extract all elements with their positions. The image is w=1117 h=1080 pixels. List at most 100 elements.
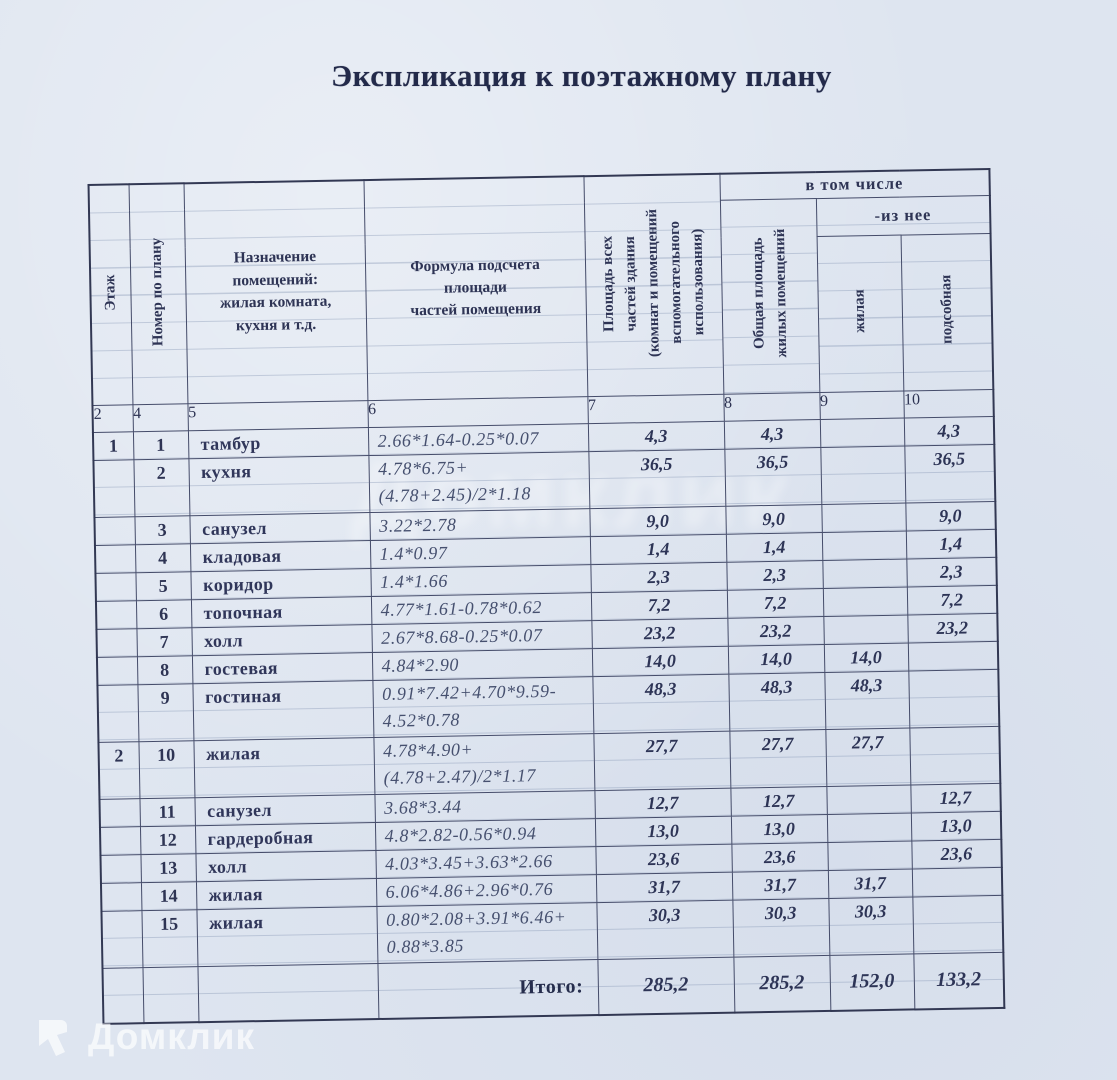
row-floor <box>96 656 138 685</box>
row-floor <box>97 684 139 742</box>
row-living: 27,7 <box>825 727 911 786</box>
total-area-all: 285,2 <box>597 956 735 1016</box>
row-living <box>819 417 905 448</box>
row-floor <box>95 572 136 601</box>
row-number: 5 <box>135 571 191 601</box>
row-area-all: 1,4 <box>589 533 727 565</box>
row-number: 11 <box>139 797 195 827</box>
header-auxiliary: подсобная <box>900 232 994 391</box>
row-living <box>826 784 911 814</box>
row-living <box>822 558 907 589</box>
row-area-living-total: 23,6 <box>731 841 828 872</box>
row-floor <box>94 516 135 545</box>
row-area-living-total: 7,2 <box>726 588 824 618</box>
row-auxiliary <box>908 668 1000 728</box>
row-formula: 3.68*3.44 <box>374 790 595 823</box>
row-living <box>827 840 912 870</box>
row-room-name: гардеробная <box>194 822 376 854</box>
row-area-all: 31,7 <box>595 871 733 903</box>
header-area-all-label: Площадь всех частей здания (комнат и пом… <box>599 208 708 357</box>
row-auxiliary: 12,7 <box>910 782 1001 813</box>
row-number: 9 <box>137 683 194 742</box>
row-area-all: 36,5 <box>588 448 726 509</box>
row-area-all: 23,6 <box>595 843 732 875</box>
row-area-all: 30,3 <box>596 899 734 960</box>
row-floor <box>99 826 141 855</box>
row-auxiliary: 2,3 <box>906 556 997 587</box>
row-room-name: жилая <box>195 878 377 910</box>
column-number: 10 <box>903 388 994 418</box>
row-area-living-total: 13,0 <box>730 813 828 844</box>
row-floor <box>99 798 140 827</box>
header-purpose: Назначение помещений: жилая комната, кух… <box>183 180 368 404</box>
header-living-label: жилая <box>851 288 869 333</box>
row-auxiliary <box>907 640 999 671</box>
row-room-name: холл <box>191 624 372 656</box>
row-room-name: топочная <box>190 596 372 628</box>
row-formula: 2.66*1.64-0.25*0.07 <box>367 423 589 456</box>
table-header: Этаж Номер по плану Назначение помещений… <box>88 168 994 432</box>
domclick-watermark-text: Домклик <box>88 1016 256 1057</box>
row-floor: 2 <box>98 741 140 799</box>
row-floor: 1 <box>92 431 134 460</box>
header-number-label: Номер по плану <box>148 237 167 346</box>
row-living: 31,7 <box>827 868 913 898</box>
row-formula: 1.4*1.66 <box>370 564 591 597</box>
row-formula: 3.22*2.78 <box>369 508 590 541</box>
column-number: 6 <box>367 396 588 428</box>
row-auxiliary: 23,2 <box>907 612 998 643</box>
row-auxiliary: 4,3 <box>903 415 995 446</box>
row-room-name: гостиная <box>192 680 374 741</box>
row-living: 14,0 <box>823 642 909 672</box>
row-auxiliary: 23,6 <box>911 838 1002 869</box>
header-area-living-total: Общая площадь жилых помещений <box>719 198 820 394</box>
row-floor <box>94 544 136 573</box>
row-formula: 4.84*2.90 <box>371 648 593 681</box>
header-living: жилая <box>816 234 904 393</box>
row-room-name: жилая <box>196 906 378 967</box>
column-number: 5 <box>187 400 368 431</box>
row-area-living-total: 27,7 <box>729 728 827 788</box>
row-formula: 4.8*2.82-0.56*0.94 <box>374 818 596 851</box>
row-number: 2 <box>133 458 190 517</box>
row-area-all: 23,2 <box>591 617 728 649</box>
row-auxiliary: 36,5 <box>904 443 996 503</box>
header-area-all: Площадь всех частей здания (комнат и пом… <box>583 173 724 397</box>
row-living: 48,3 <box>824 670 910 729</box>
row-area-all: 9,0 <box>589 505 726 537</box>
row-room-name: коридор <box>190 568 371 600</box>
column-number: 4 <box>132 403 188 432</box>
row-area-living-total: 48,3 <box>728 671 826 731</box>
row-floor <box>100 882 142 911</box>
explication-table-wrap: Этаж Номер по плану Назначение помещений… <box>87 167 1006 1025</box>
row-room-name: жилая <box>193 737 375 798</box>
row-area-all: 48,3 <box>592 673 730 734</box>
row-formula: 0.91*7.42+4.70*9.59- 4.52*0.78 <box>372 676 594 738</box>
row-auxiliary <box>912 894 1004 954</box>
row-living <box>823 614 908 644</box>
row-auxiliary: 7,2 <box>906 584 998 615</box>
explication-table: Этаж Номер по плану Назначение помещений… <box>87 167 1006 1025</box>
row-number: 14 <box>140 881 197 911</box>
column-number: 8 <box>723 392 820 421</box>
row-area-all: 12,7 <box>594 787 731 819</box>
row-area-all: 2,3 <box>590 561 727 593</box>
row-auxiliary <box>911 866 1003 897</box>
domclick-logo-icon <box>39 1020 67 1056</box>
row-auxiliary <box>909 725 1001 785</box>
header-of-it: -из нее <box>815 194 991 237</box>
row-formula: 4.77*1.61-0.78*0.62 <box>370 592 592 625</box>
column-number: 9 <box>819 390 904 420</box>
row-number: 7 <box>136 627 192 657</box>
total-area-living-total: 285,2 <box>733 954 831 1013</box>
row-room-name: кладовая <box>189 540 371 572</box>
row-area-living-total: 1,4 <box>725 532 823 562</box>
row-formula: 4.78*6.75+ (4.78+2.45)/2*1.18 <box>368 451 590 513</box>
row-area-living-total: 23,2 <box>727 616 824 646</box>
row-floor <box>96 628 137 657</box>
row-area-living-total: 12,7 <box>730 785 827 816</box>
row-area-living-total: 2,3 <box>726 560 823 590</box>
row-room-name: санузел <box>194 794 375 826</box>
total-living: 152,0 <box>829 953 915 1011</box>
